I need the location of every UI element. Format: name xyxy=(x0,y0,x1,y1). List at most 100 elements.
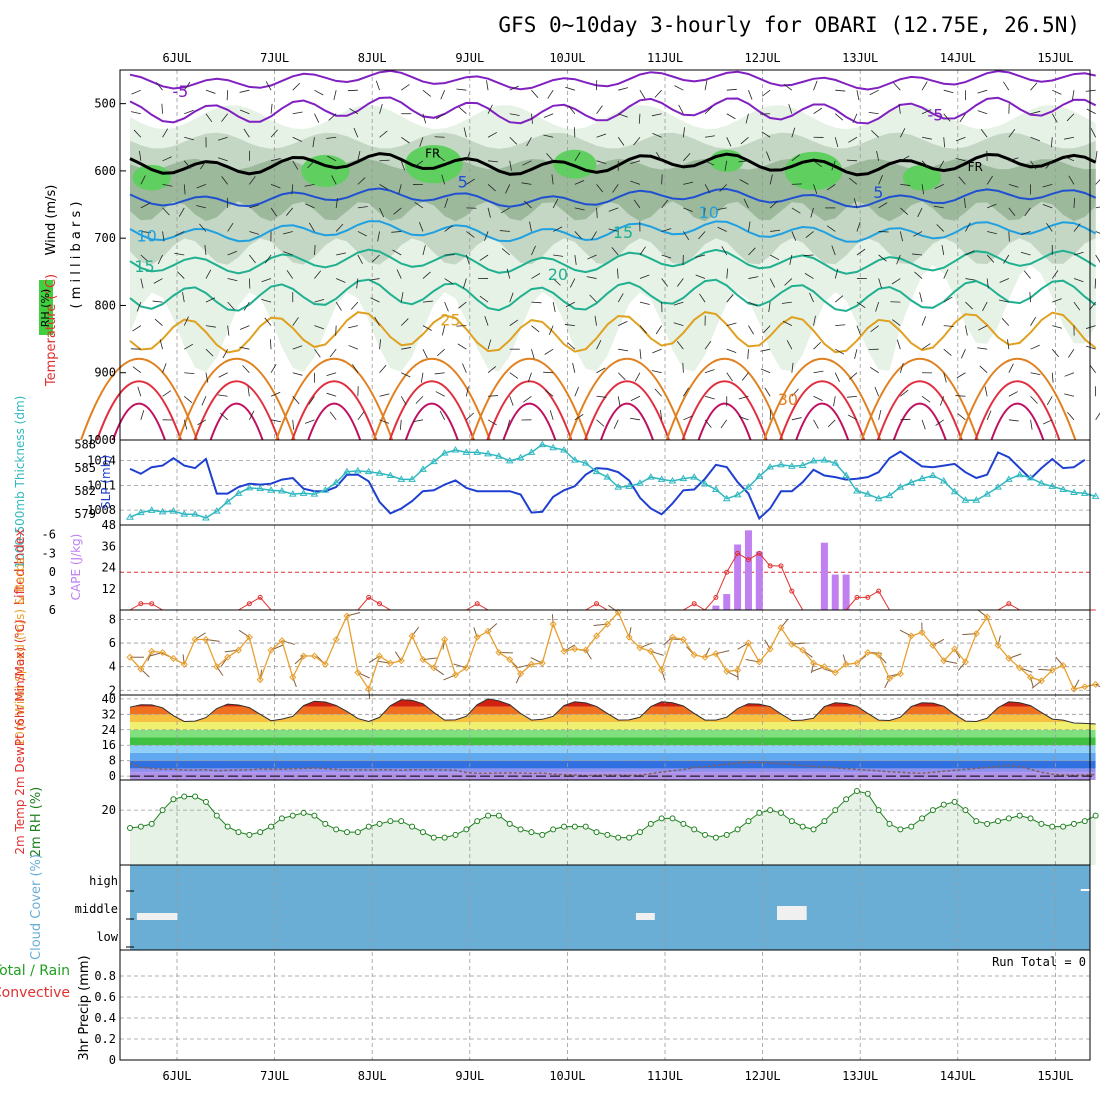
temp-tick-label: 24 xyxy=(102,723,116,737)
rh2m-point xyxy=(333,826,340,833)
wind-barb xyxy=(761,131,771,138)
wind-barb xyxy=(979,365,988,374)
wind-barb xyxy=(958,176,966,185)
wind-barb xyxy=(547,89,554,99)
wind-barb xyxy=(458,301,467,309)
rh2m-point xyxy=(1060,823,1067,830)
wind-barb xyxy=(444,225,453,232)
wind-barb xyxy=(270,103,273,114)
rh2m-point xyxy=(626,834,633,841)
thickness-point xyxy=(1080,489,1089,496)
rh2m-point xyxy=(376,820,383,827)
wind-barb xyxy=(813,370,824,374)
rh2m-point xyxy=(723,831,730,838)
wind-barb xyxy=(921,81,928,91)
wind-barb xyxy=(531,325,540,333)
rh2m-point xyxy=(1092,812,1099,819)
wind-barb xyxy=(522,160,532,166)
wind-barb xyxy=(661,199,669,209)
thickness-point xyxy=(625,482,633,489)
rh-high-area xyxy=(553,149,597,179)
pressure-tick-label: 1000 xyxy=(87,433,116,447)
rh2m-point xyxy=(940,801,947,808)
surface-isotherm-arch xyxy=(291,380,378,441)
wind-barb xyxy=(227,325,230,336)
wind-barb xyxy=(335,223,344,232)
wind-barb xyxy=(1030,372,1041,376)
wind10m-barb xyxy=(368,689,371,700)
thickness-point xyxy=(929,471,937,479)
wind-barb xyxy=(205,89,216,94)
wind-barb xyxy=(786,340,793,350)
wind-barb xyxy=(544,348,554,355)
cape-bar xyxy=(723,594,731,610)
rh2m-point xyxy=(539,831,546,838)
wind-barb xyxy=(239,109,250,115)
wind10m-point xyxy=(788,640,796,648)
wind10m-point xyxy=(994,641,1002,649)
wind-barb xyxy=(174,252,185,256)
precip-tick-label: 0.2 xyxy=(94,1032,116,1046)
wind-barb xyxy=(196,205,207,209)
thickness-point xyxy=(223,497,232,505)
thickness-point xyxy=(256,484,265,492)
wind-barb xyxy=(941,245,945,256)
wind-barb xyxy=(379,339,381,350)
cape-bar xyxy=(831,574,839,610)
wind-barb xyxy=(379,364,387,373)
rh2m-point xyxy=(886,820,893,827)
wind-barb xyxy=(695,274,706,279)
wind-barb xyxy=(465,254,470,265)
grid-lines xyxy=(120,70,1090,1061)
wind10m-point xyxy=(929,641,937,649)
wind-barb xyxy=(335,301,342,311)
wind-barb xyxy=(159,339,163,350)
surface-isotherm-arch xyxy=(876,380,963,441)
lifted-index-point xyxy=(474,601,480,607)
isotherm-label: 5 xyxy=(458,173,468,192)
wind-barb xyxy=(738,416,749,421)
wind-barb xyxy=(1008,183,1019,188)
wind-barb xyxy=(766,151,771,161)
rh2m-point xyxy=(561,823,567,830)
wind10m-point xyxy=(907,632,915,640)
thickness-point xyxy=(1026,473,1035,481)
wind-barb xyxy=(899,231,903,242)
rh2m-point xyxy=(430,834,437,841)
rh2m-point xyxy=(127,824,133,831)
wind10m-point xyxy=(234,646,243,654)
wind-barb xyxy=(741,372,749,381)
wind-barb xyxy=(314,89,324,96)
thickness-point xyxy=(527,448,536,455)
wind-barb xyxy=(488,160,499,163)
thickness-point xyxy=(1091,492,1100,499)
wind-barb xyxy=(531,301,542,304)
thickness-point xyxy=(744,483,753,490)
wind-barb xyxy=(205,297,216,303)
thickness-point xyxy=(505,456,514,464)
wind-barb xyxy=(1051,372,1054,383)
wind-barb xyxy=(591,231,597,241)
thickness-point xyxy=(495,452,503,459)
date-label-bottom: 7JUL xyxy=(260,1069,289,1083)
thickness-point xyxy=(939,476,948,484)
temp-tick-label: 16 xyxy=(102,738,116,752)
wind-barb xyxy=(589,294,597,303)
wind-barb xyxy=(184,343,194,350)
wind-barb xyxy=(783,83,793,91)
surface-isotherm-arch xyxy=(80,358,198,441)
wind-barb xyxy=(896,254,901,265)
surface-isotherm-arch xyxy=(193,380,280,441)
panel-frame-prec xyxy=(119,949,1091,1061)
temp-tick-label: 40 xyxy=(102,692,116,706)
wind-barb xyxy=(248,278,251,289)
wind-barb xyxy=(760,368,771,374)
wind-barb xyxy=(1071,90,1075,101)
wind-barb xyxy=(1089,301,1096,311)
thickness-point xyxy=(202,514,210,521)
wind-barb xyxy=(140,254,149,262)
wind-barb xyxy=(1051,270,1059,279)
wind-barb xyxy=(1030,395,1038,404)
wind10m-point xyxy=(918,628,926,636)
wind-barb xyxy=(487,339,492,350)
